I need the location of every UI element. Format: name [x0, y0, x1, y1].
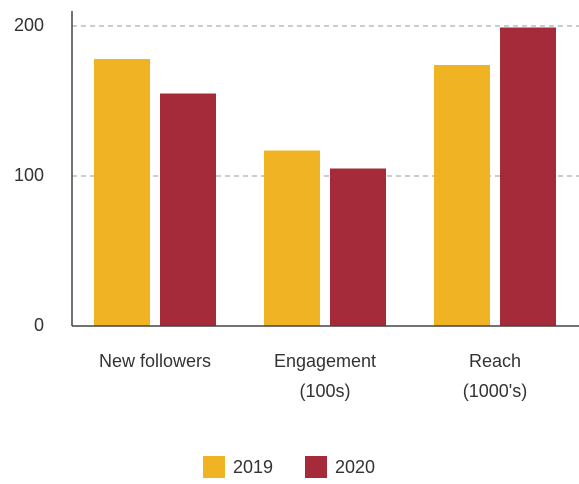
legend-swatch: [203, 456, 225, 478]
y-tick-label: 0: [34, 315, 44, 335]
x-tick-label: Engagement (100s): [274, 351, 376, 401]
legend-swatch: [305, 456, 327, 478]
y-tick-label: 200: [14, 15, 44, 35]
legend-label: 2020: [335, 457, 375, 477]
legend-label: 2019: [233, 457, 273, 477]
bar: [330, 168, 386, 326]
y-tick-label: 100: [14, 165, 44, 185]
bar: [264, 150, 320, 326]
x-tick-label: Reach (1000's): [463, 351, 527, 401]
bar: [94, 59, 150, 326]
bar: [434, 65, 490, 326]
bar: [500, 27, 556, 326]
x-tick-label: New followers: [99, 351, 211, 371]
bar: [160, 93, 216, 326]
